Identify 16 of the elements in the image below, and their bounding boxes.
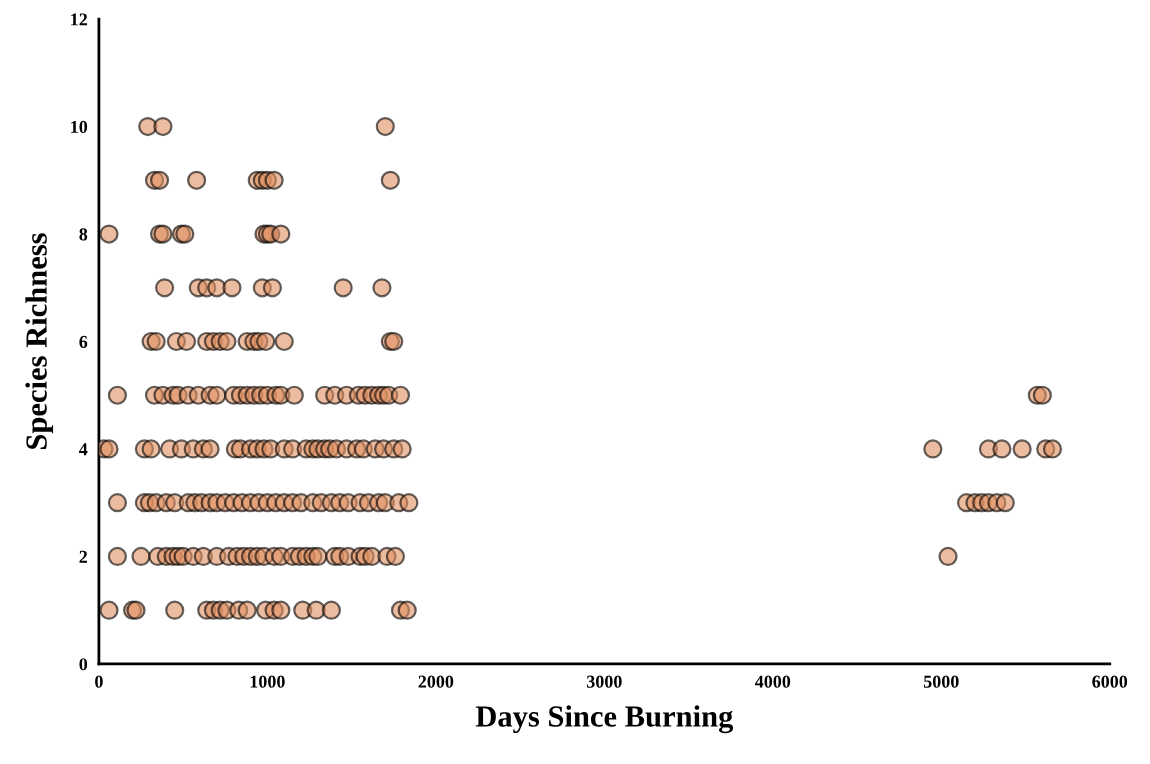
- y-tick-label: 10: [71, 120, 88, 134]
- x-tick-label: 1000: [250, 675, 285, 688]
- y-tick-label: 0: [79, 658, 88, 671]
- x-tick-label: 0: [95, 675, 103, 688]
- y-tick-label: 2: [79, 550, 88, 563]
- y-tick-label: 12: [71, 13, 88, 26]
- x-tick-label: 5000: [923, 675, 959, 688]
- x-tick-label: 6000: [1092, 675, 1128, 688]
- y-tick-label: 6: [79, 335, 88, 348]
- y-tick-label: 8: [79, 228, 88, 241]
- x-tick-label: 3000: [586, 675, 622, 688]
- y-tick-label: 4: [79, 443, 88, 456]
- x-tick-label: 4000: [754, 675, 791, 688]
- x-axis-title: Days Since Burning: [475, 705, 734, 734]
- x-tick-label: 2000: [418, 675, 454, 688]
- y-axis-title: Species Richness: [25, 233, 54, 449]
